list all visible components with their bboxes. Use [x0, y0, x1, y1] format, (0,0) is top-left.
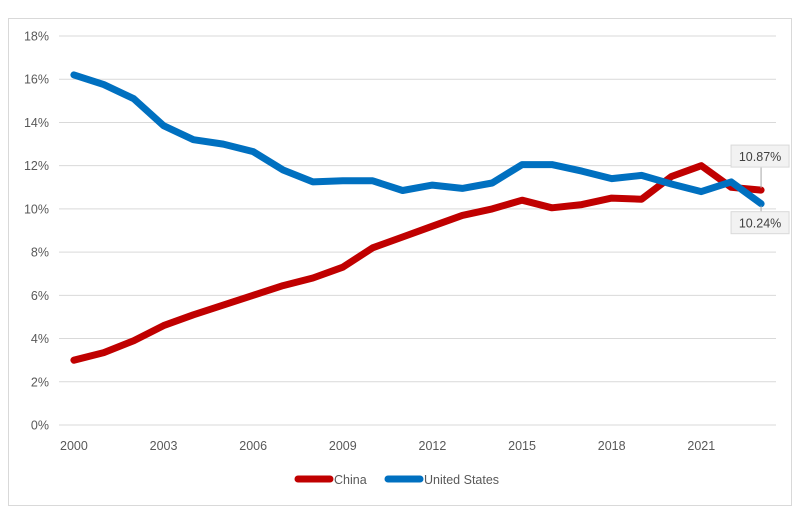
x-tick-label: 2012	[419, 439, 447, 453]
series-lines	[70, 71, 765, 364]
callout-box	[730, 144, 790, 168]
y-tick-label: 14%	[24, 116, 49, 130]
y-tick-label: 4%	[31, 332, 49, 346]
y-axis-tick-labels: 0% 2% 4% 6% 8% 10% 12% 14% 16% 18%	[24, 30, 49, 433]
y-tick-label: 12%	[24, 159, 49, 173]
y-tick-label: 2%	[31, 375, 49, 389]
x-tick-label: 2003	[150, 439, 178, 453]
y-tick-label: 6%	[31, 289, 49, 303]
y-tick-label: 18%	[24, 30, 49, 44]
legend-label: United States	[424, 473, 499, 487]
y-tick-label: 10%	[24, 202, 49, 216]
y-tick-label: 16%	[24, 73, 49, 87]
series-line-united-states	[70, 71, 765, 208]
x-tick-label: 2018	[598, 439, 626, 453]
x-axis-tick-labels: 2000 2003 2006 2009 2012 2015 2018 2021	[60, 439, 715, 453]
callout-label: 10.87%	[739, 150, 781, 164]
y-tick-label: 8%	[31, 246, 49, 260]
callout-label: 10.24%	[739, 217, 781, 231]
legend-item-united-states: United States	[384, 473, 499, 487]
callout-box	[730, 211, 790, 235]
end-value-callouts: 10.87% 10.24%	[730, 144, 790, 235]
x-tick-label: 2009	[329, 439, 357, 453]
gridlines	[59, 35, 776, 426]
legend-label: China	[334, 473, 367, 487]
x-tick-label: 2000	[60, 439, 88, 453]
x-tick-label: 2021	[687, 439, 715, 453]
x-tick-label: 2006	[239, 439, 267, 453]
legend-item-china: China	[294, 473, 367, 487]
x-tick-label: 2015	[508, 439, 536, 453]
legend: China United States	[294, 473, 499, 487]
series-line-china	[70, 162, 765, 364]
y-tick-label: 0%	[31, 419, 49, 433]
